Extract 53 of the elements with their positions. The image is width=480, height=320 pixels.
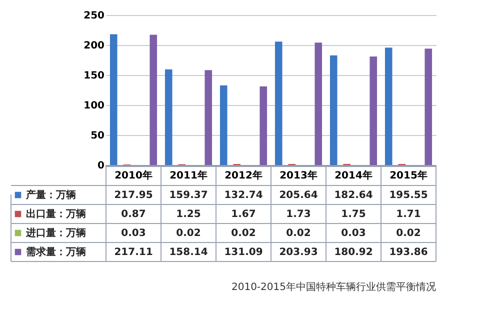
legend-label: 产量：万辆 [25,189,76,201]
data-label: 195.55 [389,190,428,201]
data-label: 180.92 [334,247,373,258]
bar [424,48,432,165]
text: 2010-2015年中国特种车辆行业供需平衡情况 [231,281,436,293]
data-label: 0.03 [341,228,366,239]
data-label: 0.02 [176,228,201,239]
bar [204,70,212,165]
x-tick-label: 2014年 [334,170,372,182]
bar [110,34,118,165]
data-label: 0.02 [231,228,256,239]
data-label: 0.03 [121,228,146,239]
data-label: 159.37 [169,190,208,201]
data-label: 203.93 [279,247,318,258]
bar [314,42,322,165]
x-tick-label: 2011年 [170,170,208,182]
bar [330,55,338,165]
data-label: 132.74 [224,190,263,201]
data-label: 205.64 [279,190,318,201]
bar [150,34,158,165]
y-tick-label: 0 [98,160,105,172]
x-tick-label: 2010年 [114,170,152,182]
y-tick-label: 50 [90,130,105,142]
data-label: 1.75 [341,209,366,220]
bar [220,85,228,165]
bar [384,48,392,165]
data-label: 131.09 [224,247,263,258]
legend-label: 出口量：万辆 [26,208,86,220]
data-label: 0.02 [396,228,421,239]
y-tick-label: 150 [84,70,105,82]
x-tick-label: 2015年 [390,170,428,182]
data-label: 1.25 [176,209,201,220]
x-tick-label: 2013年 [280,170,318,182]
data-label: 1.71 [396,209,421,220]
data-label: 193.86 [389,247,428,258]
data-label: 0.02 [286,228,311,239]
y-tick-label: 250 [84,10,105,22]
legend-label: 进口量：万辆 [25,227,86,239]
x-tick-label: 2012年 [224,170,262,182]
bar [260,86,268,165]
bar [164,69,172,165]
data-label: 1.73 [286,209,311,220]
data-label: 217.95 [114,190,153,201]
data-label: 158.14 [169,247,208,258]
bar [274,42,282,165]
data-label: 1.67 [231,209,256,220]
data-label: 0.87 [121,209,146,220]
data-label: 182.64 [334,190,373,201]
bar [370,56,378,165]
y-tick-label: 200 [84,40,105,52]
y-tick-label: 100 [84,100,105,112]
legend-label: 需求量：万辆 [26,246,86,258]
data-label: 217.11 [114,247,153,258]
